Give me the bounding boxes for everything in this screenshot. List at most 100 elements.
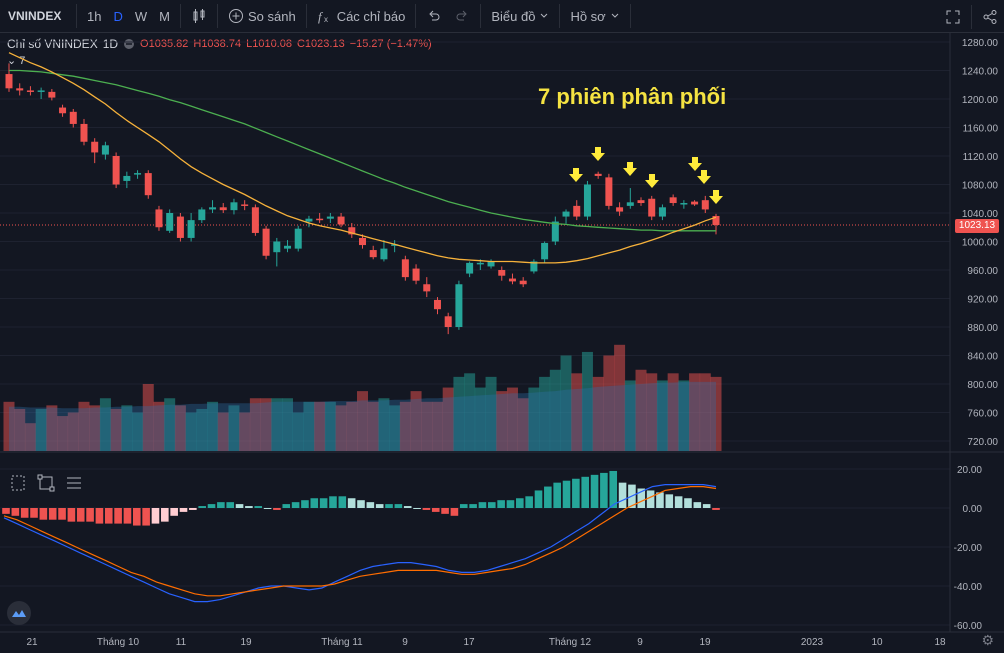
volume-bar xyxy=(57,416,69,451)
redo-button[interactable] xyxy=(448,0,476,33)
candle-body xyxy=(498,270,506,276)
macd-histogram-bar xyxy=(459,504,468,508)
candle-body xyxy=(701,200,709,210)
candle-body xyxy=(48,91,56,98)
time-axis-label: 17 xyxy=(463,637,475,648)
last-price-tag: 1023.13 xyxy=(955,219,999,233)
time-axis-label: 2023 xyxy=(801,637,824,648)
candle-body xyxy=(562,211,570,217)
candle-body xyxy=(423,284,431,292)
macd-histogram-bar xyxy=(600,472,608,508)
toolbar-divider xyxy=(971,4,972,29)
macd-histogram-bar xyxy=(450,508,459,516)
chart-type-button[interactable]: Biểu đồ xyxy=(485,0,555,33)
volume-bar xyxy=(239,412,251,451)
candle-body xyxy=(348,227,356,235)
toolbar-divider xyxy=(179,4,181,28)
macd-histogram-bar xyxy=(104,508,113,524)
time-axis-label: Tháng 12 xyxy=(549,637,592,648)
candle-body xyxy=(326,216,334,219)
volume-bar xyxy=(539,376,551,451)
volume-bar xyxy=(389,405,401,451)
candle-body xyxy=(123,175,131,181)
share-button[interactable] xyxy=(976,0,1004,33)
interval-w[interactable]: W xyxy=(134,8,148,24)
macd-histogram-bar xyxy=(189,508,197,510)
candle-body xyxy=(69,111,77,124)
volume-bar xyxy=(24,423,36,451)
candle-body xyxy=(519,280,527,285)
list-icon[interactable] xyxy=(62,470,86,496)
macd-histogram-bar xyxy=(478,502,487,508)
macd-histogram-bar xyxy=(628,484,636,508)
candle-body xyxy=(551,221,559,242)
macd-histogram-bar xyxy=(142,508,150,526)
price-axis-label: 1080.00 xyxy=(962,181,999,192)
interval-d[interactable]: D xyxy=(113,8,123,24)
macd-histogram-bar xyxy=(198,506,206,508)
candle-body xyxy=(91,141,99,153)
volume-bar xyxy=(271,398,283,451)
chart-type-label: Biểu đồ xyxy=(491,8,536,24)
candle-body xyxy=(605,177,613,206)
down-arrow-icon xyxy=(709,190,723,204)
compare-button[interactable]: So sánh xyxy=(222,0,302,33)
candle-body xyxy=(273,241,281,253)
macd-histogram-bar xyxy=(572,478,580,508)
crop-icon[interactable] xyxy=(34,470,58,496)
macd-histogram-bar xyxy=(665,494,674,508)
macd-histogram-bar xyxy=(11,508,20,516)
tradingview-logo[interactable] xyxy=(7,601,31,625)
undo-icon xyxy=(429,10,440,21)
hide-indicator-icon[interactable] xyxy=(123,38,135,50)
candle-style-button[interactable] xyxy=(185,0,213,33)
volume-bar xyxy=(217,412,229,451)
candle-body xyxy=(230,202,238,211)
interval-1h[interactable]: 1h xyxy=(87,8,102,24)
distribution-annotation: 7 phiên phân phối xyxy=(538,84,727,109)
candle-body xyxy=(455,284,463,327)
undo-button[interactable] xyxy=(420,0,448,33)
interval-m[interactable]: M xyxy=(159,8,170,24)
price-axis-label: 920.00 xyxy=(967,295,998,306)
volume-bar xyxy=(496,391,508,451)
symbol-search[interactable]: VNINDEX xyxy=(8,9,62,23)
candle-body xyxy=(134,173,142,175)
candle-body xyxy=(59,107,67,114)
legend-title: Chỉ số VNINDEX xyxy=(7,37,98,51)
fullscreen-button[interactable] xyxy=(939,0,967,33)
settings-icon[interactable] xyxy=(6,470,30,496)
plus-circle-icon xyxy=(228,9,243,23)
volume-bar xyxy=(399,401,411,451)
candle-body xyxy=(616,207,624,212)
macd-histogram-bar xyxy=(618,482,627,508)
down-arrow-icon xyxy=(623,162,637,176)
macd-histogram-bar xyxy=(497,500,505,508)
price-axis-label: 760.00 xyxy=(967,409,998,420)
volume-bar xyxy=(646,373,658,451)
toolbar-divider xyxy=(480,4,482,28)
macd-histogram-bar xyxy=(95,508,104,524)
volume-bar xyxy=(99,398,111,451)
toolbar-divider xyxy=(415,4,417,28)
macd-axis-label: 20.00 xyxy=(957,465,982,476)
candlestick-icon xyxy=(193,9,205,23)
indicators-collapse-toggle[interactable]: ⌄ 7 xyxy=(4,54,29,67)
gear-icon[interactable]: ⚙ xyxy=(981,632,994,648)
macd-histogram-bar xyxy=(273,508,281,510)
price-axis-label: 1240.00 xyxy=(962,67,999,78)
volume-bar xyxy=(410,391,422,451)
macd-histogram-bar xyxy=(656,492,664,508)
time-axis-label: 21 xyxy=(26,637,38,648)
price-axis-label: 720.00 xyxy=(967,437,998,448)
volume-bar xyxy=(603,355,615,451)
down-arrow-icon xyxy=(645,174,659,188)
candle-body xyxy=(680,203,688,205)
profile-button[interactable]: Hồ sơ xyxy=(564,0,625,33)
macd-histogram-bar xyxy=(347,498,356,508)
price-axis-label: 960.00 xyxy=(967,266,998,277)
